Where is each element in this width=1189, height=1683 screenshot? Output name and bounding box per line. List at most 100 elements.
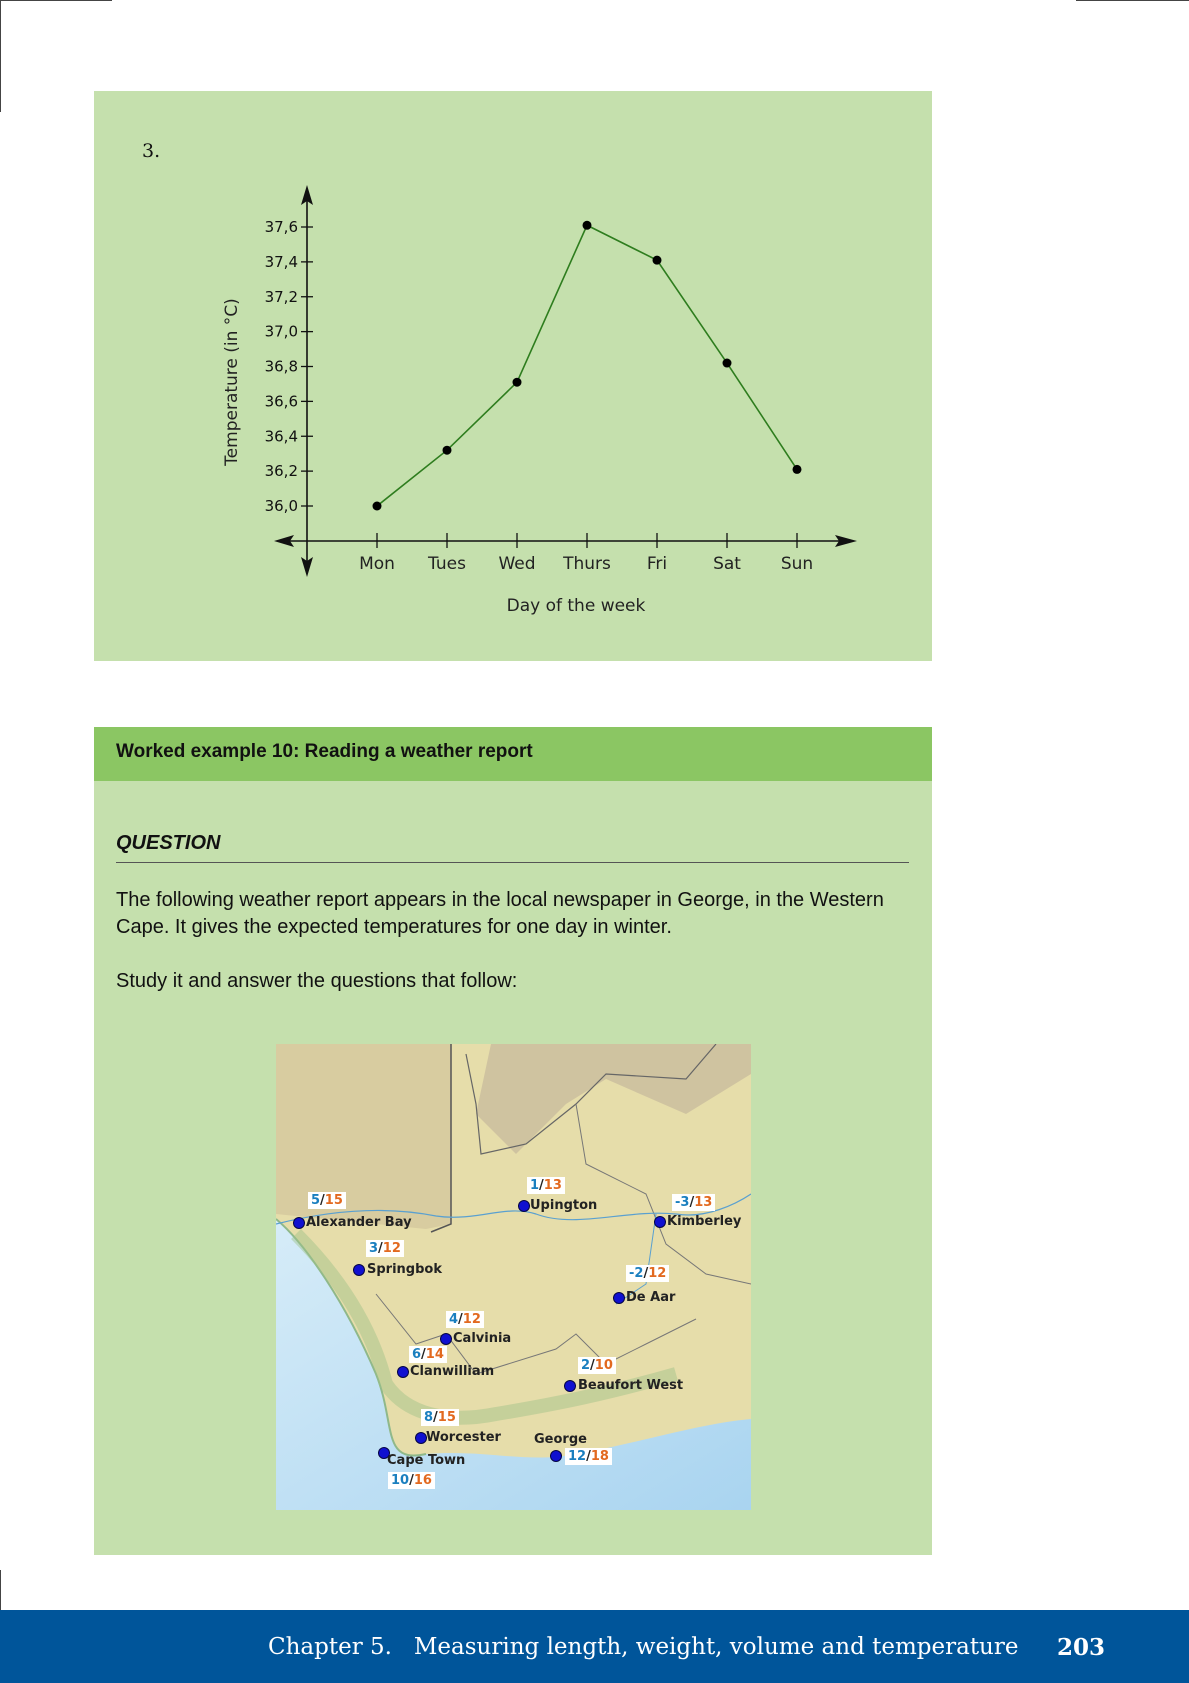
min-temperature: 10 — [391, 1473, 410, 1488]
city-label: George — [534, 1432, 587, 1447]
city-label: Kimberley — [667, 1214, 742, 1229]
min-temperature: -3 — [675, 1195, 690, 1210]
temperature-label: 8/15 — [421, 1409, 459, 1426]
data-point — [442, 445, 452, 455]
city-label: Calvinia — [453, 1331, 512, 1346]
min-temperature: -2 — [629, 1266, 644, 1281]
chapter-title: Chapter 5. Measuring length, weight, vol… — [268, 1634, 1019, 1660]
temperature-separator: / — [590, 1358, 595, 1373]
x-tick-label: Fri — [647, 554, 667, 574]
y-axis-label: Temperature (in °C) — [222, 298, 242, 467]
min-temperature: 3 — [369, 1241, 379, 1256]
x-tick-label: Mon — [359, 554, 395, 574]
data-point — [722, 358, 732, 368]
crop-mark — [0, 1570, 1, 1610]
graph-panel — [94, 91, 932, 661]
max-temperature: 13 — [543, 1178, 562, 1193]
temperature-separator: / — [421, 1347, 426, 1362]
question-number: 3. — [142, 140, 161, 162]
temperature-label: 5/15 — [308, 1192, 346, 1209]
data-point — [582, 220, 592, 230]
temperature-separator: / — [409, 1473, 414, 1488]
city-marker — [518, 1200, 530, 1212]
max-temperature: 15 — [324, 1193, 343, 1208]
max-temperature: 10 — [594, 1358, 613, 1373]
question-paragraph: The following weather report appears in … — [116, 889, 884, 938]
city-marker — [415, 1432, 427, 1444]
y-tick-label: 36,2 — [265, 462, 298, 480]
y-tick-label: 36,4 — [265, 427, 298, 445]
max-temperature: 12 — [462, 1312, 481, 1327]
temperature-label: 2/10 — [578, 1357, 616, 1374]
weather-map: Alexander Bay 5/15 Upington 1/13 Kimberl… — [276, 1044, 751, 1510]
temperature-separator: / — [433, 1410, 438, 1425]
temperature-label: 4/12 — [446, 1311, 484, 1328]
temperature-series-line — [376, 224, 798, 507]
city-label: Clanwilliam — [410, 1364, 495, 1379]
crop-mark — [1076, 0, 1189, 1]
city-label: Upington — [530, 1198, 598, 1213]
temperature-separator: / — [586, 1449, 591, 1464]
x-axis-arrow-right-icon — [835, 535, 857, 547]
temperature-separator: / — [643, 1266, 649, 1281]
x-axis-arrow-left-icon — [274, 535, 294, 547]
city-label: Alexander Bay — [306, 1215, 412, 1230]
temperature-label: 10/16 — [388, 1472, 435, 1489]
city-marker — [613, 1292, 625, 1304]
city-marker — [564, 1380, 576, 1392]
city-marker — [353, 1264, 365, 1276]
min-temperature: 5 — [311, 1193, 321, 1208]
temperature-separator: / — [378, 1241, 383, 1256]
city-label: De Aar — [626, 1290, 676, 1305]
x-tick-label: Tues — [427, 554, 466, 574]
y-tick-label: 36,6 — [265, 392, 298, 410]
temperature-label: 12/18 — [565, 1448, 612, 1465]
temperature-separator: / — [320, 1193, 325, 1208]
temperature-line-chart: 36,0 36,2 36,4 36,6 36,8 37,0 37,2 37,4 37,6 Mon T… — [222, 185, 857, 616]
city-marker — [293, 1217, 305, 1229]
city-label: Beaufort West — [578, 1378, 684, 1393]
x-tick-label: Thurs — [562, 554, 611, 574]
instruction-paragraph: Study it and answer the questions that f… — [116, 970, 518, 992]
temperature-label: -2/12 — [626, 1265, 670, 1282]
data-point — [792, 464, 802, 474]
y-axis-arrow-up-icon — [301, 185, 313, 205]
y-tick-label: 37,6 — [265, 218, 298, 236]
question-label: QUESTION — [116, 832, 221, 854]
temperature-label: 1/13 — [527, 1177, 565, 1194]
city-marker — [654, 1216, 666, 1228]
temperature-label: -3/13 — [672, 1194, 716, 1211]
city-marker — [378, 1447, 390, 1459]
question-divider — [116, 862, 909, 863]
data-point — [512, 377, 522, 387]
city-marker — [397, 1366, 409, 1378]
max-temperature: 12 — [648, 1266, 667, 1281]
temperature-label: 6/14 — [409, 1346, 447, 1363]
x-tick-label: Sun — [781, 554, 813, 574]
y-tick-label: 37,2 — [265, 288, 298, 306]
city-marker — [440, 1333, 452, 1345]
min-temperature: 2 — [581, 1358, 591, 1373]
data-point — [652, 255, 662, 265]
temperature-separator: / — [689, 1195, 695, 1210]
worked-example-title: Worked example 10: Reading a weather rep… — [116, 741, 533, 762]
x-tick-label: Sat — [713, 554, 741, 574]
city-label: Worcester — [426, 1430, 501, 1445]
worked-example-header — [94, 727, 932, 781]
max-temperature: 12 — [382, 1241, 401, 1256]
min-temperature: 4 — [449, 1312, 459, 1327]
max-temperature: 14 — [425, 1347, 444, 1362]
min-temperature: 1 — [530, 1178, 540, 1193]
y-tick-label: 36,8 — [265, 358, 298, 376]
min-temperature: 6 — [412, 1347, 422, 1362]
city-label: Springbok — [367, 1262, 442, 1277]
x-axis-label: Day of the week — [507, 596, 646, 616]
max-temperature: 13 — [694, 1195, 713, 1210]
city-marker — [550, 1450, 562, 1462]
temperature-separator: / — [458, 1312, 463, 1327]
y-axis-arrow-down-icon — [301, 557, 313, 577]
crop-mark — [0, 0, 112, 1]
page-footer — [0, 1610, 1189, 1683]
y-tick-label: 37,0 — [265, 323, 298, 341]
y-tick-label: 36,0 — [265, 497, 298, 515]
